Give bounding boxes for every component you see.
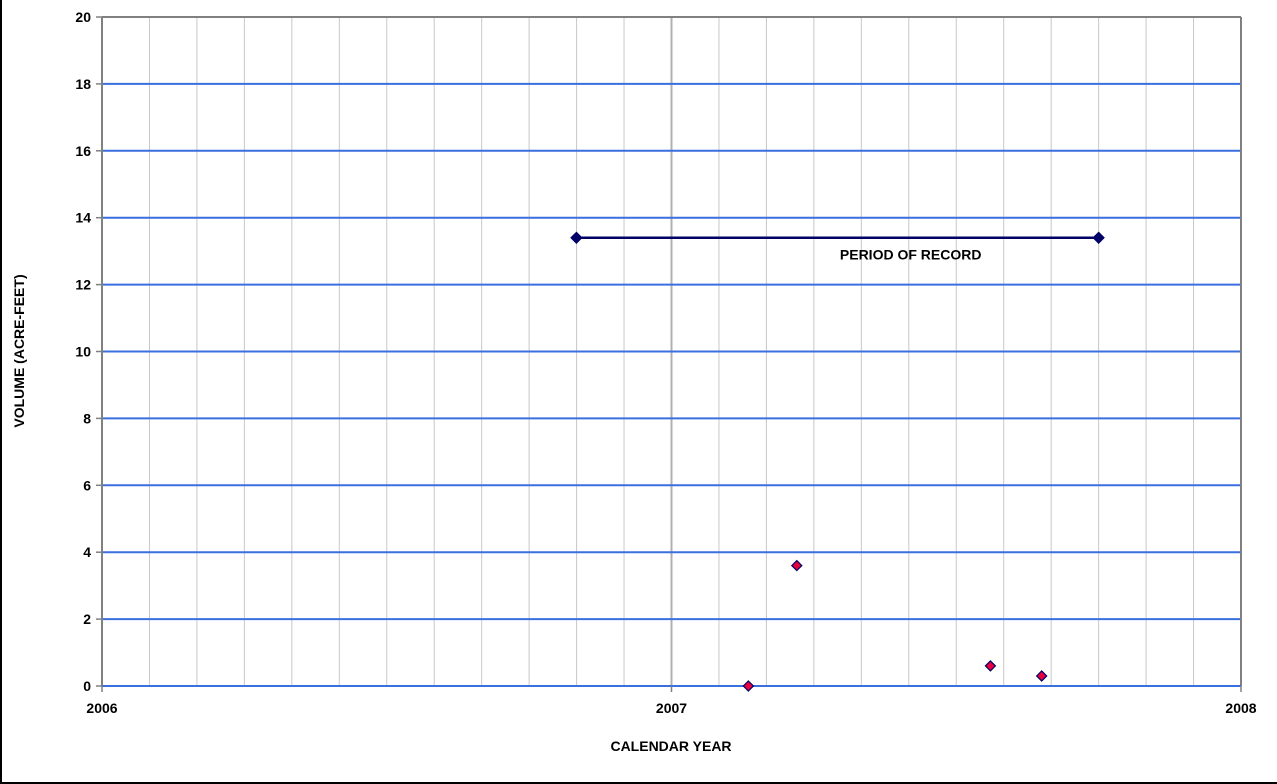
y-tick-label: 0: [83, 678, 91, 694]
y-tick-label: 8: [83, 410, 91, 426]
period-of-record-annotation: PERIOD OF RECORD: [840, 246, 982, 262]
x-tick-label: 2007: [656, 700, 687, 716]
period-of-record-marker: [1092, 231, 1105, 244]
x-axis-title: CALENDAR YEAR: [610, 738, 731, 754]
y-tick-label: 16: [75, 143, 91, 159]
volume-data-point: [1035, 670, 1048, 682]
x-tick-labels: 2006 2007 2008: [86, 700, 1256, 716]
x-tick-label: 2006: [86, 700, 117, 716]
y-tick-label: 14: [75, 210, 91, 226]
x-tick-label: 2008: [1225, 700, 1256, 716]
y-tick-label: 18: [75, 76, 91, 92]
y-tick-label: 12: [75, 277, 91, 293]
period-of-record-marker: [570, 231, 583, 244]
axes: [96, 16, 1242, 692]
y-tick-label: 4: [83, 544, 91, 560]
y-axis-title: VOLUME (ACRE-FEET): [11, 274, 27, 427]
volume-data-point: [790, 559, 803, 572]
y-tick-label: 10: [75, 344, 91, 360]
y-tick-label: 2: [83, 611, 91, 627]
data-series: [570, 231, 1105, 692]
volume-data-point: [742, 680, 755, 692]
volume-data-point: [984, 660, 997, 672]
y-tick-labels: 0 2 4 6 8 10 12 14 16 18 20: [75, 9, 91, 694]
y-tick-label: 6: [83, 477, 91, 493]
y-tick-label: 20: [75, 9, 91, 25]
